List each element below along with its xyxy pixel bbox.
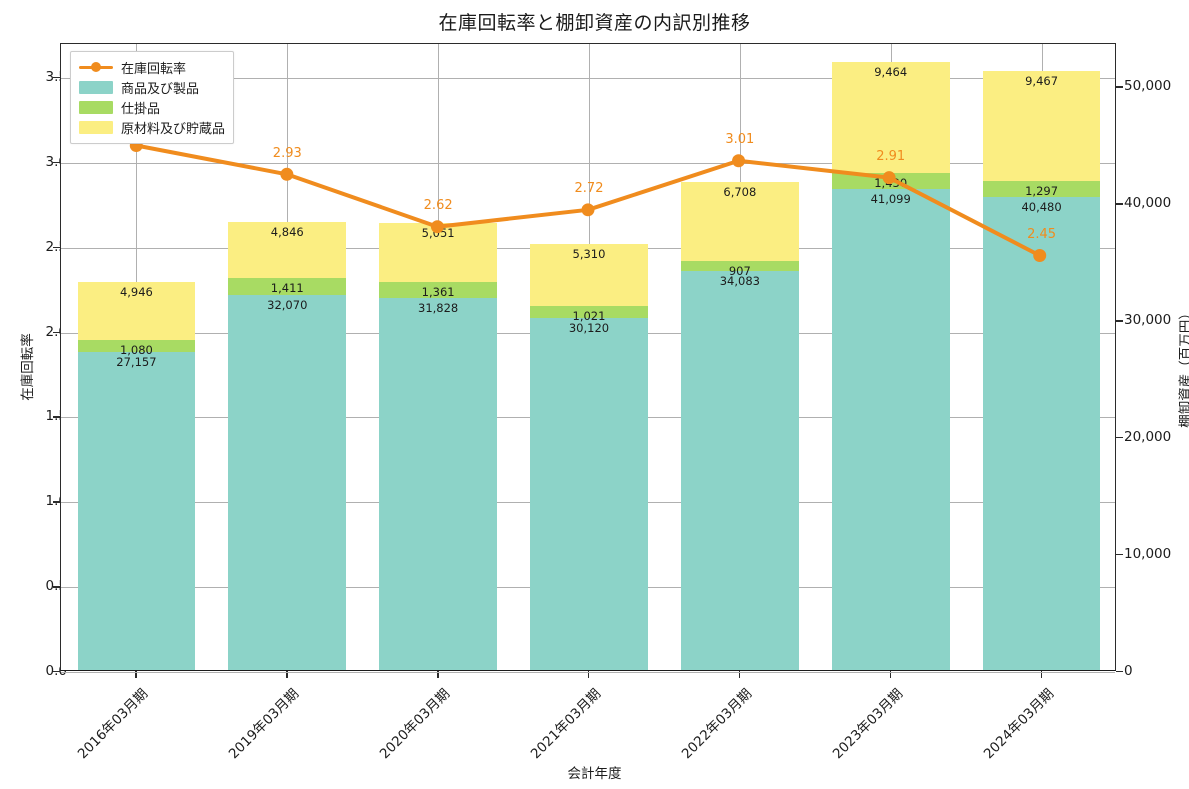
x-axis-tick-label: 2024年03月期 <box>980 685 1057 763</box>
y-axis-right-tick-label: 50,000 <box>1124 78 1172 95</box>
bar-segment[interactable] <box>77 339 196 353</box>
line-data-point[interactable] <box>430 220 444 234</box>
legend-color-swatch-icon <box>79 80 113 94</box>
y-axis-right-tick-mark <box>1116 671 1123 673</box>
bar-segment[interactable] <box>228 221 347 279</box>
x-axis-title: 会計年度 <box>567 766 622 782</box>
bar-segment[interactable] <box>681 260 799 272</box>
y-axis-right-tick-mark <box>1116 437 1123 439</box>
bar-segment[interactable] <box>530 317 648 670</box>
y-axis-right-tick-mark <box>1116 554 1123 556</box>
legend-item-label: 在庫回転率 <box>121 61 187 77</box>
legend-item-label: 原材料及び貯蔵品 <box>121 121 226 137</box>
legend-item-label: 仕掛品 <box>121 101 161 117</box>
gridline-horizontal <box>61 77 1115 79</box>
y-axis-right-title: 棚卸資産（百万円） <box>1178 306 1189 428</box>
x-axis-tick-label: 2016年03月期 <box>75 685 152 763</box>
legend-line-marker-icon <box>79 61 113 74</box>
line-path <box>134 143 1042 258</box>
x-axis-tick-mark <box>588 671 590 678</box>
y-axis-left-tick-mark <box>53 416 60 418</box>
bar-segment[interactable] <box>77 281 196 340</box>
x-axis-tick-mark <box>1040 671 1042 678</box>
x-axis-tick-mark <box>286 671 288 678</box>
y-axis-left-tick-mark <box>53 586 60 588</box>
x-axis-tick-mark <box>135 671 137 678</box>
y-axis-right-tick-label: 0 <box>1124 663 1133 679</box>
bar-segment[interactable] <box>228 294 347 670</box>
y-axis-left-title: 在庫回転率 <box>20 333 36 401</box>
x-axis-tick-label: 2020年03月期 <box>376 685 454 763</box>
bar-segment[interactable] <box>228 278 347 295</box>
x-axis-tick-mark <box>437 671 439 678</box>
y-axis-right-tick-label: 10,000 <box>1124 546 1172 563</box>
bar-group[interactable]: 32,070 1,411 4,846 <box>228 221 347 670</box>
chart-legend[interactable]: 在庫回転率商品及び製品 仕掛品原材料及び貯蔵品 <box>70 51 235 144</box>
bar-group[interactable]: 27,157 1,080 4,946 <box>77 281 196 670</box>
bar-segment[interactable] <box>530 243 648 306</box>
bar-segment[interactable] <box>530 305 648 318</box>
y-axis-right-tick-mark <box>1116 86 1123 88</box>
bar-group[interactable]: 30,120 1,021 5,310 <box>530 243 648 670</box>
bar-segment[interactable] <box>379 297 497 670</box>
line-data-point[interactable] <box>882 171 896 185</box>
bar-segment[interactable] <box>982 70 1101 182</box>
x-axis-tick-label: 2022年03月期 <box>678 685 755 763</box>
chart-title: 在庫回転率と棚卸資産の内訳別推移 <box>438 12 751 34</box>
bar-segment[interactable] <box>379 281 497 298</box>
bar-group[interactable]: 34,083 907 6,708 <box>681 182 799 670</box>
bar-segment[interactable] <box>831 189 950 670</box>
y-axis-right-tick-mark <box>1116 203 1123 205</box>
y-axis-left-tick-mark <box>53 161 60 164</box>
legend-item[interactable]: 原材料及び貯蔵品 <box>79 117 225 137</box>
y-axis-left-tick-mark <box>53 76 60 79</box>
y-axis-right-tick-label: 40,000 <box>1124 195 1172 212</box>
line-data-point[interactable] <box>1033 249 1047 262</box>
bar-segment[interactable] <box>681 271 799 670</box>
bar-segment[interactable] <box>982 181 1101 197</box>
legend-item-label: 商品及び製品 <box>121 81 200 97</box>
line-data-point[interactable] <box>581 203 595 217</box>
x-axis-tick-mark <box>738 671 741 678</box>
line-series-layer <box>129 139 1047 262</box>
y-axis-right-tick-mark <box>1116 320 1123 322</box>
bar-segment[interactable] <box>77 352 196 670</box>
line-data-point[interactable] <box>732 154 746 168</box>
bar-segment[interactable] <box>831 61 950 173</box>
y-axis-left-tick-mark <box>53 501 60 503</box>
gridline-horizontal <box>61 672 1115 673</box>
bar-segment[interactable] <box>982 196 1101 670</box>
y-axis-right-tick-label: 20,000 <box>1124 429 1172 446</box>
x-axis-tick-label: 2019年03月期 <box>226 685 303 763</box>
y-axis-right-tick-label: 30,000 <box>1124 312 1172 329</box>
legend-item[interactable]: 商品及び製品 <box>79 77 225 97</box>
x-axis-tick-label: 2021年03月期 <box>527 685 605 763</box>
y-axis-left-tick-mark <box>53 246 60 249</box>
y-axis-left-tick-mark <box>53 331 60 333</box>
y-axis-left-tick-mark <box>53 671 60 673</box>
legend-color-swatch-icon <box>79 120 113 134</box>
legend-item[interactable]: 仕掛品 <box>79 97 225 117</box>
gridline-horizontal <box>61 162 1115 164</box>
legend-color-swatch-icon <box>79 100 113 114</box>
legend-item[interactable]: 在庫回転率 <box>79 57 225 77</box>
line-data-point[interactable] <box>280 167 294 181</box>
x-axis-tick-mark <box>889 671 892 678</box>
bar-segment[interactable] <box>681 182 799 261</box>
x-axis-tick-label: 2023年03月期 <box>829 685 906 763</box>
